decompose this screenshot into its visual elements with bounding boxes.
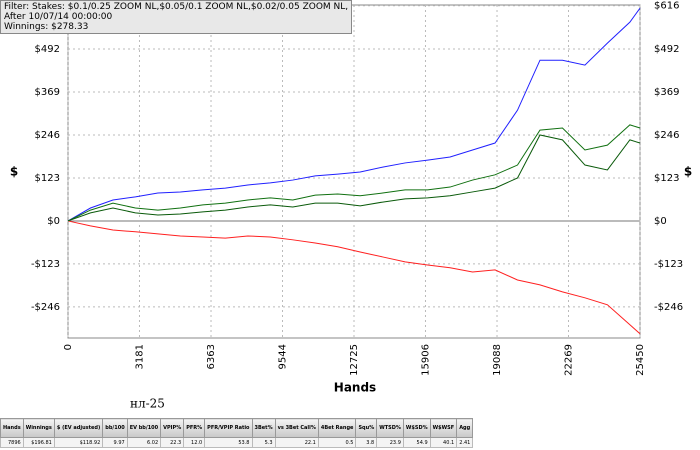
table-cell: 54.9 bbox=[402, 437, 431, 448]
x-tick-label: 6363 bbox=[206, 344, 217, 369]
column-header[interactable]: bb/100 bbox=[102, 418, 128, 438]
y-tick-label: $123 bbox=[35, 173, 60, 184]
y-tick-label: $246 bbox=[35, 130, 60, 141]
x-tick-label: 22269 bbox=[564, 344, 575, 376]
series-line bbox=[67, 134, 641, 222]
filter-line: Filter: Stakes: $0.1/0.25 ZOOM NL,$0.05/… bbox=[4, 2, 349, 12]
column-header[interactable]: W$SD% bbox=[402, 418, 431, 438]
column-header[interactable]: VPIP% bbox=[160, 418, 185, 438]
column-header[interactable]: 3Bet% bbox=[251, 418, 276, 438]
column-header[interactable]: vs 3Bet Call% bbox=[274, 418, 319, 438]
y2-tick-label: $246 bbox=[654, 130, 679, 141]
table-row[interactable]: 7896 $196.81 $118.92 9.97 6.02 22.3 12.0 53.8 5.… bbox=[0, 437, 474, 448]
series-line bbox=[67, 7, 641, 222]
x-tick-label: 25450 bbox=[635, 344, 646, 376]
y2-tick-label: $616 bbox=[654, 1, 679, 12]
column-header[interactable]: Hands bbox=[0, 418, 24, 438]
y-tick-label: -$246 bbox=[31, 302, 60, 313]
table-cell: 22.1 bbox=[274, 437, 319, 448]
filter-line: After 10/07/14 00:00:00 bbox=[4, 12, 113, 22]
table-cell: 5.3 bbox=[251, 437, 276, 448]
y2-tick-label: $369 bbox=[654, 87, 679, 98]
chart: Hands $ $ нл-25 -$246 -$246 -$123 -$123 $0 $0… bbox=[10, 1, 692, 411]
y2-axis-label: $ bbox=[684, 165, 692, 179]
y-tick-label: $369 bbox=[35, 87, 60, 98]
column-header[interactable]: $ (EV adjusted) bbox=[53, 418, 104, 438]
y-tick-label: $0 bbox=[47, 216, 60, 227]
column-header[interactable]: EV bb/100 bbox=[126, 418, 162, 438]
y2-tick-label: $492 bbox=[654, 44, 679, 55]
annotation: нл-25 bbox=[130, 397, 165, 411]
filter-box: Filter: Stakes: $0.1/0.25 ZOOM NL,$0.05/… bbox=[0, 0, 353, 34]
table-cell: 53.8 bbox=[204, 437, 253, 448]
y2-tick-label: -$246 bbox=[654, 302, 683, 313]
x-tick-label: 19088 bbox=[492, 344, 503, 376]
column-header[interactable]: Winnings bbox=[22, 418, 55, 438]
table-cell: 6.02 bbox=[126, 437, 162, 448]
x-tick-label: 3181 bbox=[134, 344, 145, 369]
table-cell: 2.41 bbox=[456, 437, 474, 448]
x-tick-label: 0 bbox=[63, 344, 74, 350]
series-line bbox=[67, 220, 641, 335]
table-cell: 3.8 bbox=[355, 437, 378, 448]
column-header[interactable]: W$WSF bbox=[429, 418, 458, 438]
table-cell: 9.97 bbox=[102, 437, 128, 448]
table-cell: $196.81 bbox=[22, 437, 55, 448]
x-tick-label: 12725 bbox=[349, 344, 360, 376]
x-axis-label: Hands bbox=[334, 381, 376, 395]
column-header[interactable]: PFR% bbox=[183, 418, 206, 438]
stats-table: Hands Winnings $ (EV adjusted) bb/100 EV bb/… bbox=[0, 418, 474, 448]
table-cell: 12.0 bbox=[183, 437, 206, 448]
y2-tick-label: $0 bbox=[654, 216, 667, 227]
y2-tick-label: $123 bbox=[654, 173, 679, 184]
table-cell: $118.92 bbox=[53, 437, 104, 448]
column-header[interactable]: WTSD% bbox=[376, 418, 404, 438]
series-line bbox=[67, 124, 641, 222]
table-cell: 23.9 bbox=[376, 437, 404, 448]
column-header[interactable]: PFR/VPIP Ratio bbox=[204, 418, 253, 438]
table-cell: 0.5 bbox=[317, 437, 357, 448]
y2-tick-label: -$123 bbox=[654, 259, 683, 270]
table-cell: 7896 bbox=[0, 437, 24, 448]
column-header[interactable]: 4Bet Range bbox=[317, 418, 357, 438]
column-header[interactable]: Agg bbox=[456, 418, 474, 438]
filter-line: Winnings: $278.33 bbox=[4, 22, 89, 32]
y-axis-label: $ bbox=[10, 165, 18, 179]
table-cell: 40.1 bbox=[429, 437, 458, 448]
y-tick-label: $492 bbox=[35, 44, 60, 55]
x-tick-label: 9544 bbox=[278, 344, 289, 369]
y-tick-label: -$123 bbox=[31, 259, 60, 270]
table-cell: 22.3 bbox=[160, 437, 185, 448]
column-header[interactable]: Squ% bbox=[355, 418, 378, 438]
x-tick-label: 15906 bbox=[420, 344, 431, 376]
